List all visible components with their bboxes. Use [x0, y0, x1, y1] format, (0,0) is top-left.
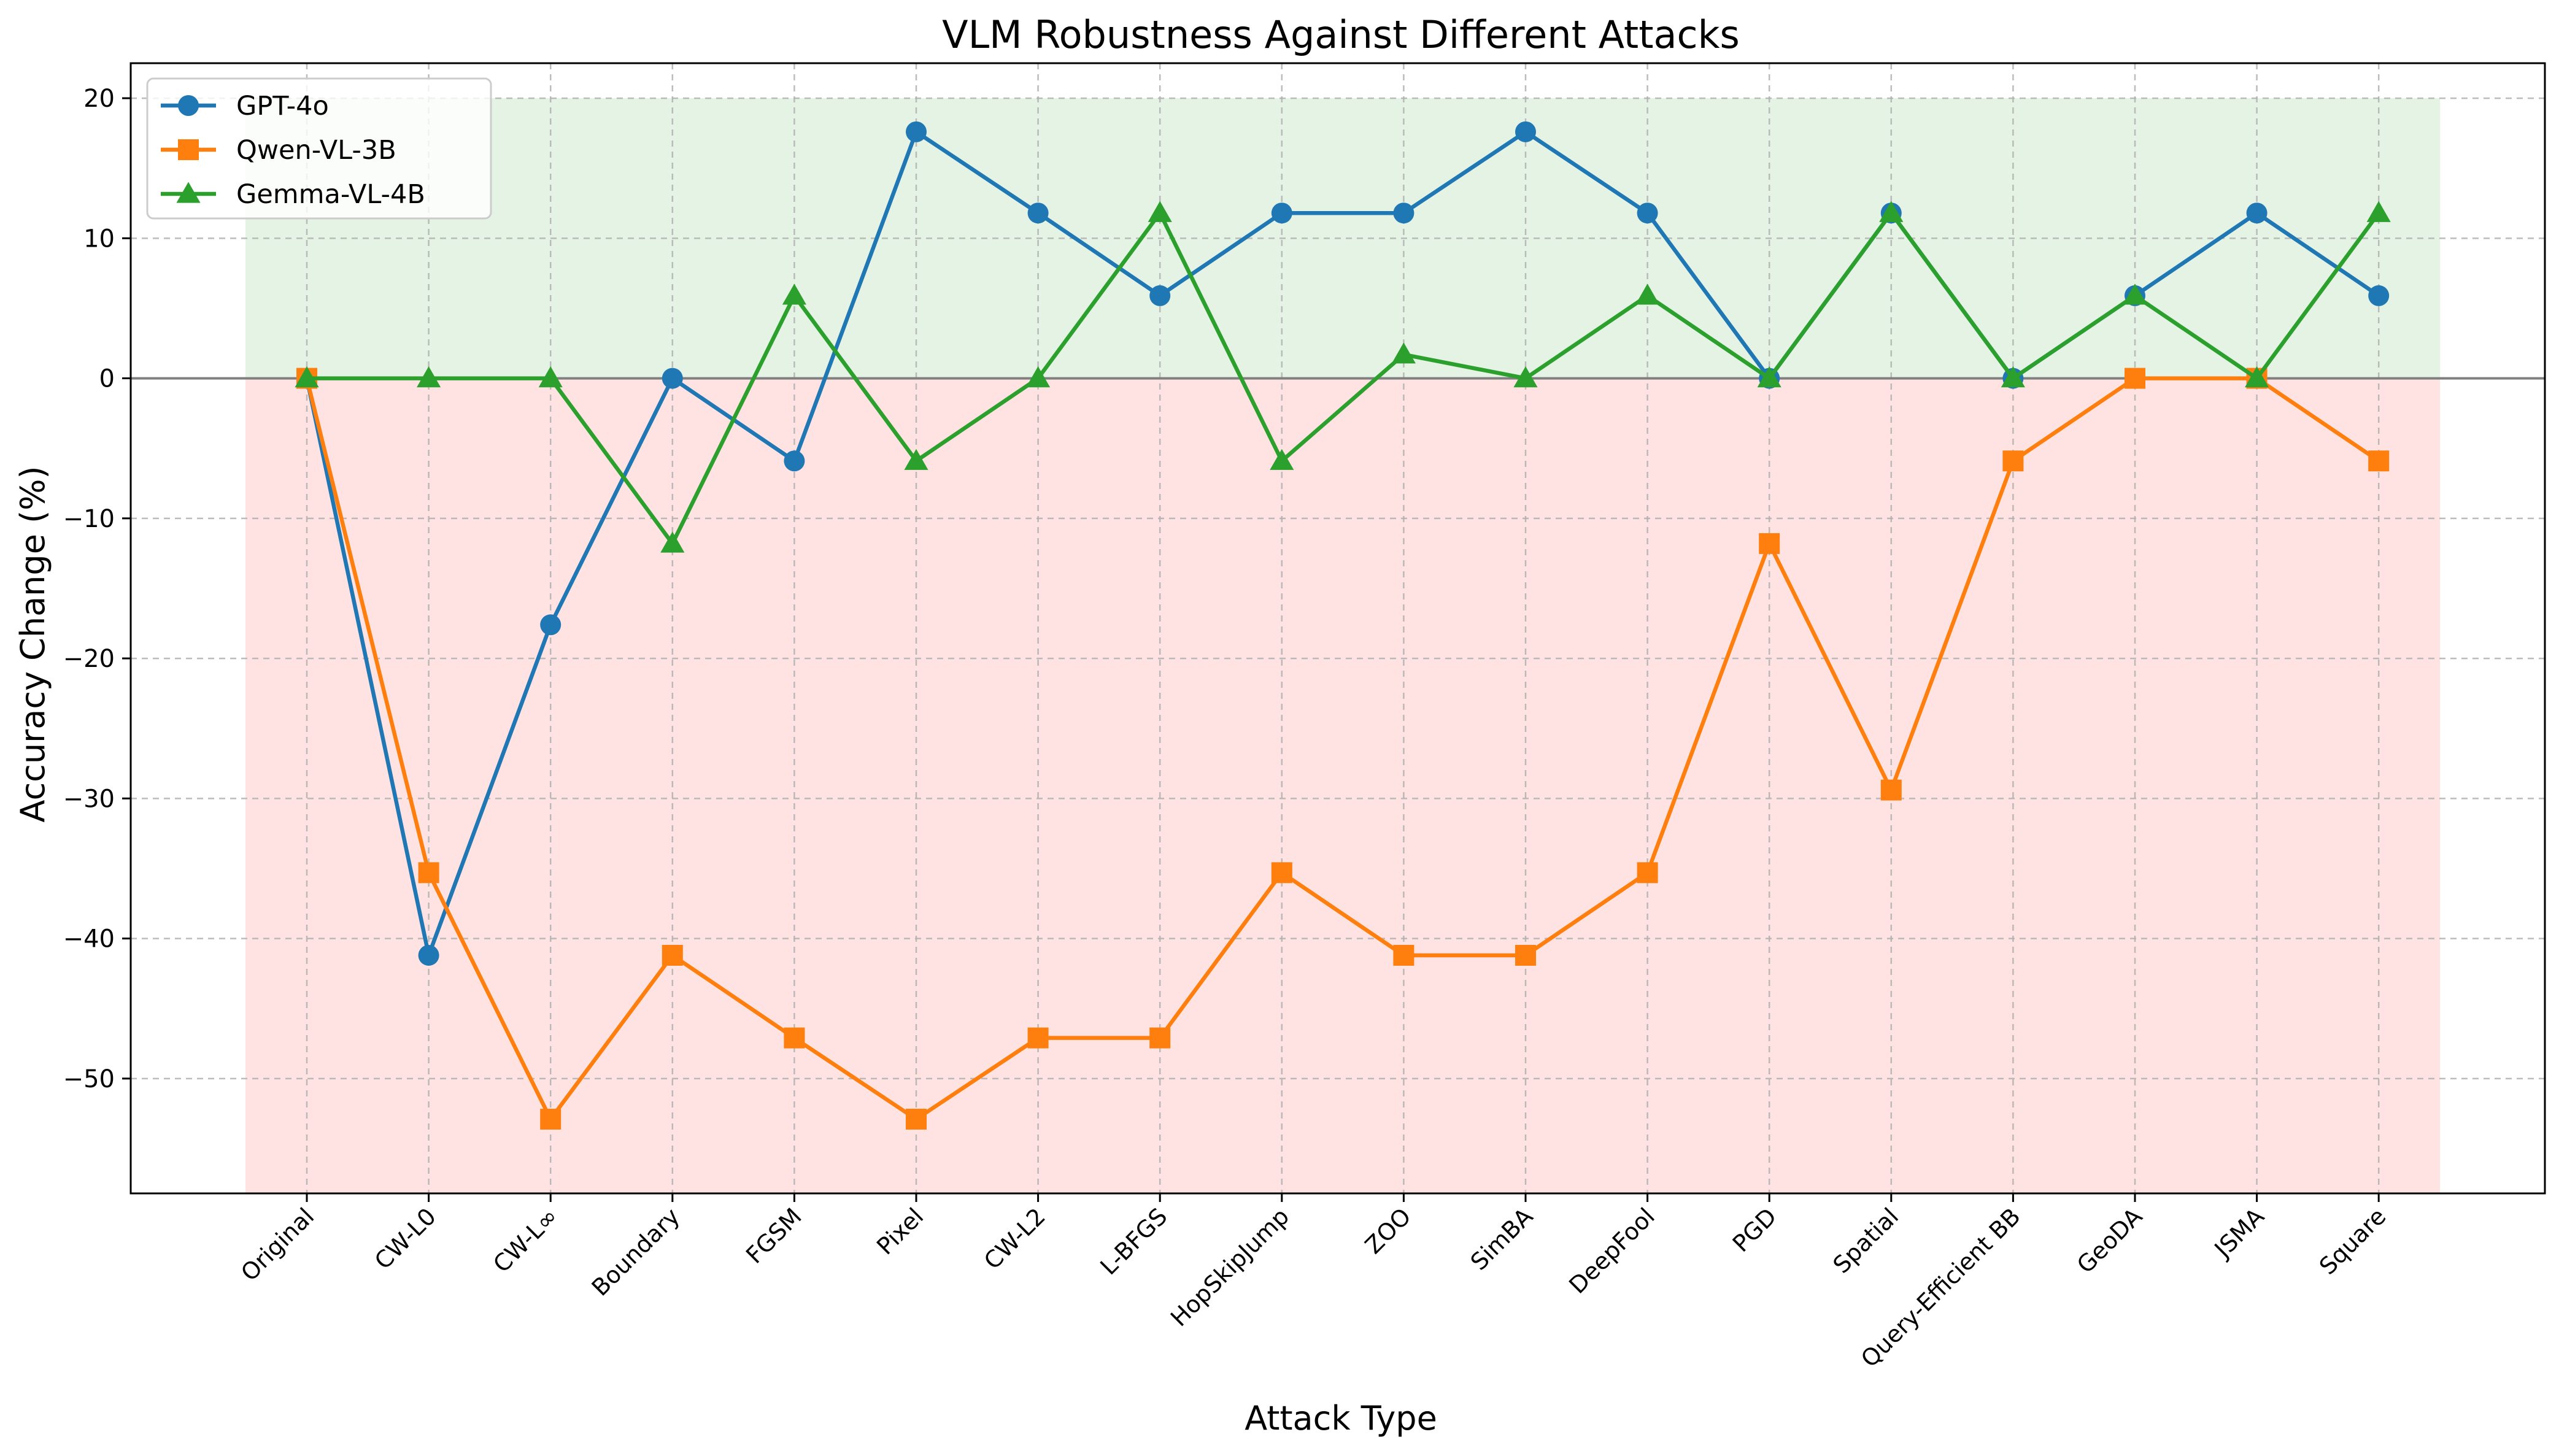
series-line	[304, 376, 2380, 1122]
data-point	[782, 283, 806, 305]
data-point	[660, 531, 685, 553]
data-point	[1515, 121, 1536, 142]
data-point	[1391, 342, 1416, 364]
plot-area: 20 10 0 −10 −20 −30 −40 −50 Original CW-L0 CW-L∞ Bo…	[63, 62, 2546, 1373]
data-point	[2245, 366, 2269, 388]
y-tick-label: −40	[63, 925, 115, 953]
plot-frame	[129, 62, 2546, 1195]
legend-label: Qwen-VL-3B	[236, 135, 396, 166]
data-point	[1757, 366, 1781, 388]
x-tick-label: Spatial	[1828, 1203, 1904, 1279]
x-tick-label: Pixel	[871, 1203, 928, 1260]
data-point	[2001, 366, 2025, 388]
data-point	[1027, 1027, 1049, 1049]
legend-marker	[176, 182, 201, 203]
data-point	[1635, 283, 1660, 305]
x-tick-label: DeepFool	[1564, 1203, 1660, 1299]
y-tick-label: 10	[83, 225, 115, 253]
data-point	[540, 614, 562, 636]
legend-marker	[178, 95, 199, 116]
x-tick-label: L-BFGS	[1095, 1203, 1172, 1280]
data-point	[904, 449, 928, 470]
data-point	[1637, 862, 1658, 884]
data-point	[540, 1109, 562, 1130]
data-point	[1149, 285, 1171, 306]
data-point	[1271, 862, 1292, 884]
y-tick-label: −30	[63, 785, 115, 813]
x-tick-label: FGSM	[741, 1203, 807, 1269]
negative-region	[245, 378, 2441, 1193]
data-point	[1149, 1027, 1171, 1049]
data-point	[2123, 283, 2147, 305]
y-tick-label: 20	[83, 85, 115, 113]
data-point	[906, 121, 927, 142]
x-tick-label: CW-L2	[979, 1203, 1051, 1274]
data-point	[2002, 450, 2024, 472]
data-point	[1148, 201, 1172, 222]
y-axis-label: Accuracy Change (%)	[14, 466, 52, 822]
data-point	[1513, 366, 1538, 388]
data-point	[1027, 202, 1049, 224]
x-tick-label: HopSkipJump	[1165, 1203, 1294, 1331]
x-axis-label: Attack Type	[1245, 1399, 1437, 1438]
data-point	[1759, 533, 1780, 554]
data-point	[662, 368, 683, 389]
legend-label: Gemma-VL-4B	[236, 179, 425, 210]
chart-title: VLM Robustness Against Different Attacks	[942, 12, 1740, 57]
data-point	[418, 944, 439, 966]
data-point	[906, 1109, 927, 1130]
data-point	[1393, 944, 1415, 966]
data-point	[784, 450, 805, 472]
x-tick-label: ZOO	[1360, 1203, 1416, 1259]
data-point	[1637, 202, 1658, 224]
series-line	[307, 210, 2380, 546]
y-tick-label: 0	[99, 365, 115, 393]
x-tick-label: SimBA	[1465, 1203, 1538, 1276]
data-point	[1270, 449, 1294, 470]
data-point	[1879, 201, 1904, 222]
data-point	[1880, 779, 1902, 801]
data-point	[1515, 944, 1536, 966]
legend-marker	[178, 139, 199, 160]
x-tick-label: Original	[236, 1203, 319, 1286]
y-tick-label: −20	[63, 645, 115, 673]
data-point	[2366, 201, 2391, 222]
x-tick-label: CW-L∞	[488, 1203, 563, 1277]
data-point	[784, 1027, 805, 1049]
data-point	[1026, 366, 1051, 388]
x-tick-label: Boundary	[587, 1203, 685, 1301]
legend-label: GPT-4o	[236, 91, 329, 121]
data-point	[538, 366, 563, 388]
data-point	[418, 862, 439, 884]
data-point	[417, 366, 441, 388]
y-tick-label: −10	[63, 505, 115, 533]
data-point	[2368, 285, 2390, 306]
x-tick-label: CW-L0	[369, 1203, 441, 1274]
x-tick-label: PGD	[1727, 1203, 1782, 1257]
legend-box	[146, 77, 492, 220]
data-point	[1271, 202, 1292, 224]
data-point	[662, 944, 683, 966]
data-point	[1393, 202, 1415, 224]
data-point	[2125, 368, 2145, 389]
data-point	[2368, 450, 2390, 472]
data-point	[295, 366, 319, 388]
y-tick-label: −50	[63, 1065, 115, 1093]
data-point	[2246, 202, 2268, 224]
x-tick-label: GeoDA	[2072, 1203, 2148, 1279]
x-tick-label: JSMA	[2209, 1203, 2269, 1263]
x-tick-label: Square	[2314, 1203, 2391, 1280]
